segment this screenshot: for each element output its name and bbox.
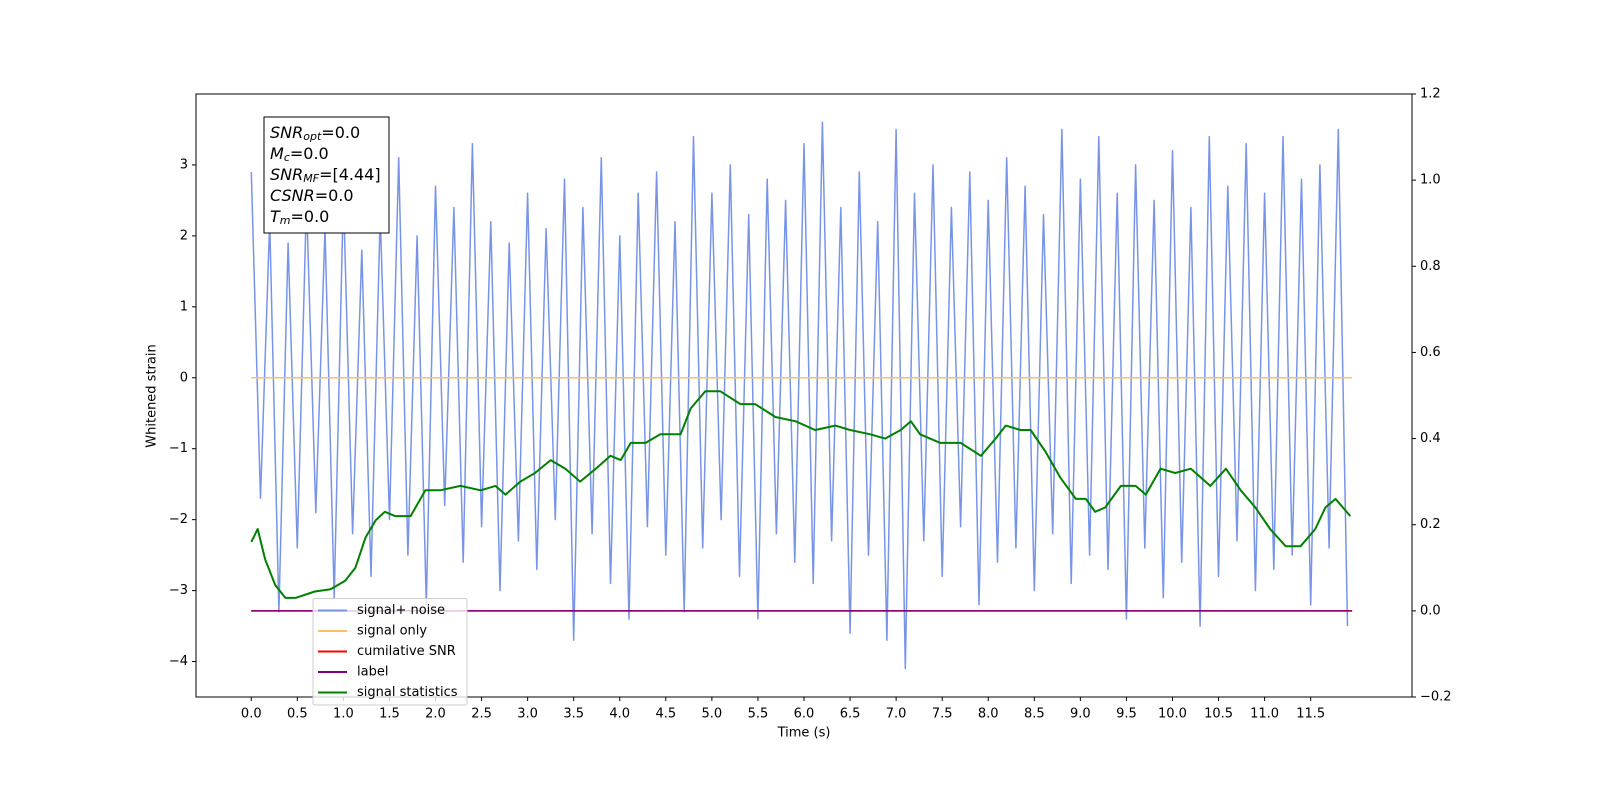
x-axis-label: Time (s) [777,726,831,741]
plot-frame [195,93,1413,698]
y-tick-label: 1 [180,299,188,314]
annotation-subscript: m [280,214,291,227]
annotation-value: =[4.44] [319,165,381,184]
y-tick-label: −1 [169,441,188,456]
annotation: SNRopt=0.0Mc=0.0SNRMF=[4.44]CSNR=0.0Tm=0… [263,116,390,234]
annotation-symbol: CSNR [270,186,315,205]
legend-box [312,598,468,706]
x-tick-label: 4.0 [609,707,630,722]
y-tick-label: −4 [169,654,188,669]
annotation-line: SNRopt=0.0 [270,123,360,144]
x-tick-label: 10.0 [1158,707,1187,722]
legend: signal+ noise signal only cumilative SNR la… [312,598,468,706]
annotation-line: CSNR=0.0 [270,186,354,205]
x-tick-label: 6.0 [794,707,815,722]
y-tick-label: −2 [169,512,188,527]
y-tick-label: 3 [180,157,188,172]
x-tick-label: 3.5 [563,707,584,722]
x-tick-label: 9.5 [1116,707,1137,722]
y2-tick-label: −0.2 [1420,690,1452,705]
x-tick-label: 8.0 [978,707,999,722]
x-tick-label: 0.0 [241,707,262,722]
x-tick-label: 9.0 [1070,707,1091,722]
series-line [250,390,1352,599]
x-tick-label: 7.5 [932,707,953,722]
annotation-value: =0.0 [315,186,354,205]
x-tick-label: 11.0 [1250,707,1279,722]
y2-tick-label: 0.0 [1420,603,1441,618]
annotation-value: =0.0 [290,144,329,163]
x-tick-label: 5.5 [748,707,769,722]
annotation-line: SNRMF=[4.44] [270,165,381,186]
x-tick-label: 10.5 [1204,707,1233,722]
annotation-value: =0.0 [321,123,360,142]
x-tick-label: 1.5 [379,707,400,722]
annotation-symbol: T [270,207,281,226]
annotation-symbol: M [270,144,284,163]
x-tick-label: 3.0 [517,707,538,722]
x-tick-label: 4.5 [655,707,676,722]
annotation-box [263,116,390,234]
y2-tick-label: 0.2 [1420,517,1441,532]
x-tick-label: 11.5 [1296,707,1325,722]
x-tick-label: 5.0 [702,707,723,722]
annotation-line: Mc=0.0 [270,144,329,165]
y2-tick-label: 1.0 [1420,173,1441,188]
annotation-subscript: c [284,151,290,164]
legend-label: signal+ noise [357,603,445,618]
series-line [250,121,1349,670]
annotation-subscript: MF [303,172,319,185]
annotation-symbol: SNR [270,123,303,142]
x-tick-label: 0.5 [287,707,308,722]
x-tick-label: 6.5 [840,707,861,722]
legend-label: label [357,665,388,680]
x-tick-label: 8.5 [1024,707,1045,722]
y-tick-label: 2 [180,228,188,243]
x-tick-label: 2.5 [471,707,492,722]
annotation-symbol: SNR [270,165,303,184]
legend-label: signal statistics [357,685,458,700]
x-tick-label: 7.0 [886,707,907,722]
y2-tick-label: 0.8 [1420,259,1441,274]
y2-tick-label: 0.6 [1420,345,1441,360]
x-tick-label: 1.0 [333,707,354,722]
legend-label: signal only [357,624,427,639]
x-tick-label: 2.0 [425,707,446,722]
y-tick-label: −3 [169,583,188,598]
legend-label: cumilative SNR [357,644,456,659]
annotation-line: Tm=0.0 [270,207,329,228]
y-tick-label: 0 [180,370,188,385]
y-axis-label: Whitened strain [145,344,160,447]
y2-tick-label: 0.4 [1420,431,1441,446]
annotation-value: =0.0 [291,207,330,226]
annotation-subscript: opt [303,130,322,143]
y2-tick-label: 1.2 [1420,87,1441,102]
